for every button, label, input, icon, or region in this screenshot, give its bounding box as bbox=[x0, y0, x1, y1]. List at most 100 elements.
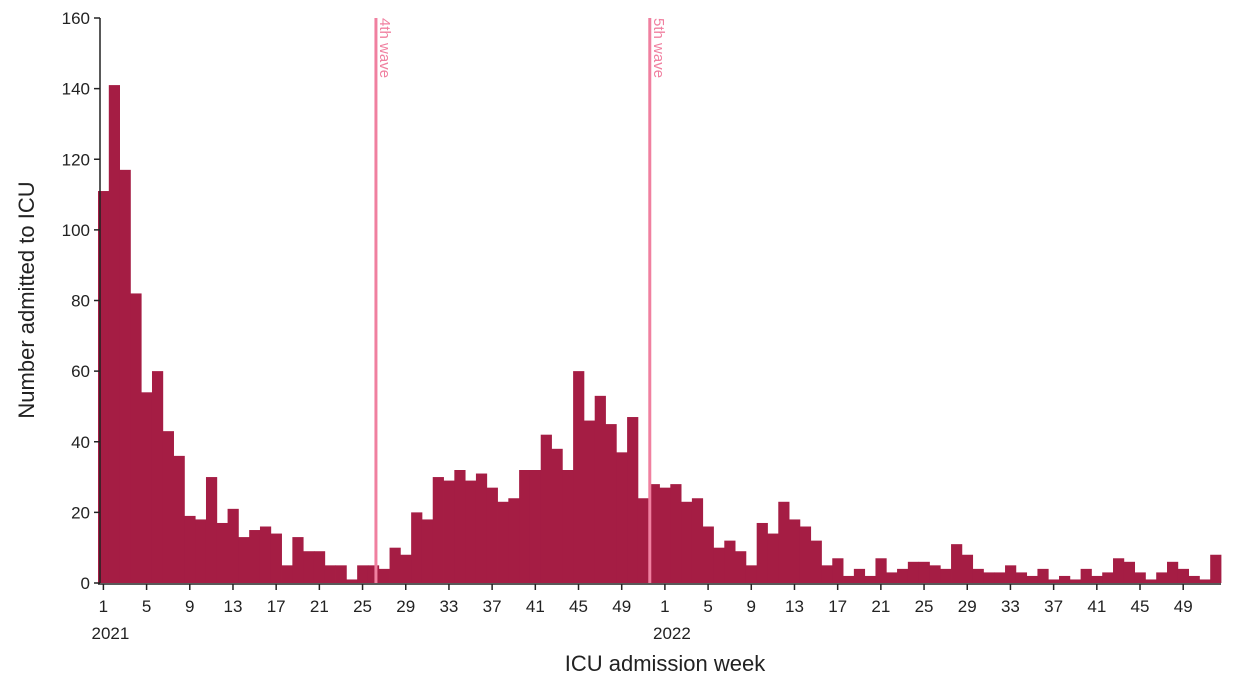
bar bbox=[735, 551, 747, 583]
y-tick-label: 0 bbox=[81, 574, 90, 593]
bar bbox=[1123, 561, 1136, 583]
bar bbox=[346, 579, 358, 583]
x-tick-label: 9 bbox=[185, 597, 194, 616]
bar bbox=[303, 551, 315, 583]
bar bbox=[799, 526, 812, 583]
x-tick-label: 25 bbox=[353, 597, 372, 616]
bar bbox=[324, 565, 336, 583]
bar bbox=[648, 484, 660, 583]
bar bbox=[270, 533, 282, 583]
x-tick-label: 45 bbox=[1131, 597, 1150, 616]
bar bbox=[119, 169, 131, 583]
y-tick-label: 160 bbox=[62, 9, 90, 28]
x-tick-label: 5 bbox=[703, 597, 712, 616]
y-tick-label: 100 bbox=[62, 221, 90, 240]
bar bbox=[1210, 554, 1222, 583]
bar bbox=[497, 501, 509, 583]
x-axis-label: ICU admission week bbox=[565, 651, 767, 676]
bar bbox=[1156, 572, 1168, 583]
x-tick-label: 1 bbox=[660, 597, 669, 616]
x-tick-label: 33 bbox=[439, 597, 458, 616]
wave-label: 4th wave bbox=[376, 18, 393, 78]
bar bbox=[378, 568, 390, 583]
bar bbox=[421, 519, 434, 583]
bar bbox=[313, 551, 326, 583]
x-tick-label: 1 bbox=[99, 597, 108, 616]
x-tick-label: 17 bbox=[828, 597, 847, 616]
bar bbox=[778, 501, 790, 583]
bar bbox=[659, 487, 671, 583]
bar bbox=[1026, 575, 1038, 583]
x-tick-label: 41 bbox=[526, 597, 545, 616]
bar bbox=[702, 526, 714, 583]
bar bbox=[357, 565, 369, 583]
bar bbox=[1167, 561, 1179, 583]
bar bbox=[367, 565, 380, 583]
bar bbox=[1145, 579, 1157, 583]
bar bbox=[443, 480, 455, 583]
bar bbox=[1091, 575, 1103, 583]
bar bbox=[864, 575, 876, 583]
bar bbox=[1080, 568, 1092, 583]
bar bbox=[994, 572, 1006, 583]
bar bbox=[151, 371, 164, 583]
x-tick-label: 37 bbox=[1044, 597, 1063, 616]
bar bbox=[508, 498, 520, 583]
bar bbox=[475, 473, 488, 583]
bar bbox=[173, 455, 185, 583]
bar bbox=[1199, 579, 1211, 583]
x-tick-label: 29 bbox=[396, 597, 415, 616]
bar bbox=[540, 434, 552, 583]
year-label: 2022 bbox=[653, 624, 691, 643]
x-tick-label: 5 bbox=[142, 597, 151, 616]
x-tick-label: 45 bbox=[569, 597, 588, 616]
bar bbox=[162, 431, 174, 583]
x-tick-label: 49 bbox=[612, 597, 631, 616]
bar bbox=[821, 565, 833, 583]
bar bbox=[605, 424, 617, 583]
y-tick-label: 140 bbox=[62, 80, 90, 99]
bar bbox=[670, 484, 682, 583]
bar bbox=[940, 568, 952, 583]
bar bbox=[810, 540, 822, 583]
x-tick-label: 37 bbox=[483, 597, 502, 616]
bar bbox=[519, 470, 531, 583]
bar bbox=[1069, 579, 1082, 583]
bar bbox=[789, 519, 801, 583]
bar bbox=[486, 487, 498, 583]
y-tick-label: 60 bbox=[71, 362, 90, 381]
bar bbox=[108, 85, 120, 583]
bar bbox=[184, 515, 196, 583]
bar bbox=[616, 452, 628, 583]
y-tick-label: 80 bbox=[71, 292, 90, 311]
bar bbox=[972, 568, 984, 583]
bar bbox=[1188, 575, 1200, 583]
x-tick-label: 17 bbox=[267, 597, 286, 616]
bar bbox=[141, 392, 153, 583]
bar bbox=[292, 537, 304, 583]
bar bbox=[767, 533, 779, 583]
bar bbox=[929, 565, 941, 583]
bar bbox=[1102, 572, 1114, 583]
x-tick-label: 29 bbox=[958, 597, 977, 616]
bar bbox=[98, 191, 110, 583]
bar bbox=[249, 530, 261, 583]
x-tick-label: 13 bbox=[785, 597, 804, 616]
wave-label: 5th wave bbox=[650, 18, 667, 78]
bar bbox=[886, 572, 898, 583]
bar bbox=[400, 554, 412, 583]
bar bbox=[713, 547, 725, 583]
bar bbox=[961, 554, 974, 583]
bar bbox=[691, 498, 704, 583]
bar bbox=[205, 477, 218, 583]
bar bbox=[907, 561, 920, 583]
x-tick-label: 33 bbox=[1001, 597, 1020, 616]
bar bbox=[681, 501, 693, 583]
bar bbox=[1005, 565, 1017, 583]
bar bbox=[745, 565, 758, 583]
bar bbox=[983, 572, 995, 583]
bar bbox=[335, 565, 347, 583]
x-tick-label: 25 bbox=[915, 597, 934, 616]
bar bbox=[227, 508, 239, 583]
